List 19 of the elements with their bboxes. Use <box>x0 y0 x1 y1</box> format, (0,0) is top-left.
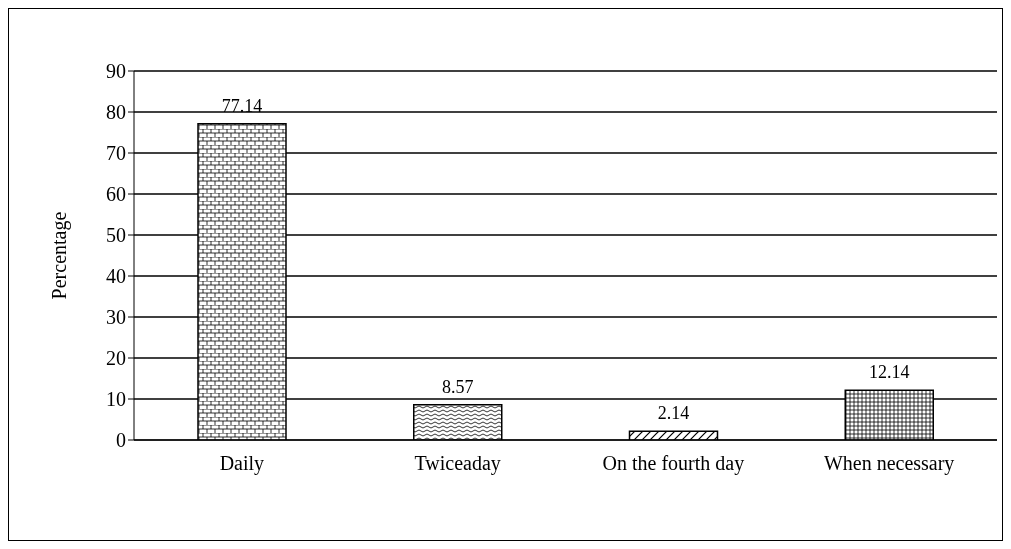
y-tick-label: 90 <box>106 60 126 83</box>
data-label: 12.14 <box>869 362 910 383</box>
data-label: 77.14 <box>221 95 263 116</box>
x-tick-label: When necessary <box>823 452 955 475</box>
x-tick-label: On the fourth day <box>602 452 745 475</box>
y-tick-label: 30 <box>106 306 126 329</box>
y-tick-label: 70 <box>106 142 126 165</box>
y-tick-label: 80 <box>106 101 126 124</box>
y-tick-label: 0 <box>116 429 126 452</box>
data-label: 8.57 <box>442 376 474 397</box>
data-label: 2.14 <box>657 403 690 424</box>
y-tick-label: 10 <box>106 388 126 411</box>
y-tick-label: 20 <box>106 347 126 370</box>
x-tick-label: Twiceaday <box>414 452 501 475</box>
y-axis-title: Percentage <box>48 211 72 300</box>
y-tick-label: 50 <box>106 224 126 247</box>
y-tick-label: 60 <box>106 183 126 206</box>
y-tick-label: 40 <box>106 265 126 288</box>
x-tick-label: Daily <box>219 452 265 475</box>
